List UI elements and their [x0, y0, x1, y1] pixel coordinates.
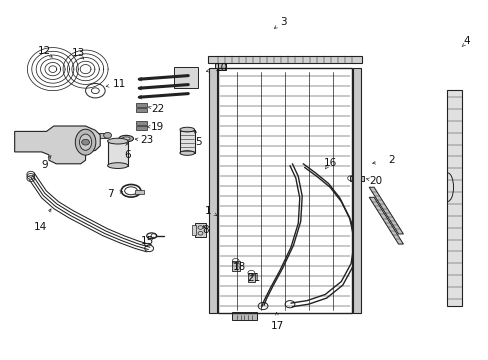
Bar [207, 56, 361, 63]
Polygon shape [368, 187, 403, 234]
Text: 19: 19 [150, 122, 164, 132]
Text: 6: 6 [123, 150, 130, 160]
Text: 23: 23 [140, 135, 153, 145]
Ellipse shape [107, 138, 128, 144]
Text: 21: 21 [247, 273, 261, 283]
Bar [95, 133, 107, 138]
Ellipse shape [180, 151, 194, 156]
Text: 13: 13 [71, 48, 85, 58]
Bar [136, 121, 146, 125]
Bar [107, 141, 128, 166]
Text: 16: 16 [323, 158, 336, 168]
Text: 20: 20 [368, 176, 381, 186]
Bar [232, 312, 256, 320]
Bar [247, 273, 255, 282]
Text: 11: 11 [113, 78, 126, 89]
Bar [191, 225, 195, 235]
Ellipse shape [79, 134, 92, 150]
Ellipse shape [122, 137, 130, 140]
Text: 8: 8 [202, 225, 208, 235]
Text: 9: 9 [41, 159, 48, 170]
Text: 1: 1 [204, 206, 211, 216]
Text: 18: 18 [232, 262, 246, 272]
Text: 12: 12 [37, 46, 51, 56]
Bar [447, 90, 461, 306]
Bar [232, 261, 239, 271]
Circle shape [81, 139, 89, 145]
Text: 22: 22 [150, 104, 164, 114]
Text: 15: 15 [141, 236, 154, 246]
Bar [217, 68, 351, 313]
Bar [352, 68, 360, 313]
Text: 4: 4 [463, 36, 469, 46]
Text: 17: 17 [270, 321, 284, 331]
Bar [136, 103, 146, 107]
Bar [173, 67, 198, 88]
Text: 10: 10 [214, 63, 227, 73]
Bar [136, 108, 146, 112]
Ellipse shape [75, 129, 96, 155]
Ellipse shape [180, 127, 194, 132]
Bar [215, 62, 225, 70]
Bar [194, 223, 206, 237]
Bar [180, 130, 194, 153]
Bar [136, 126, 146, 130]
Polygon shape [15, 126, 100, 164]
Text: 3: 3 [280, 17, 286, 27]
Bar [208, 68, 216, 313]
Ellipse shape [119, 135, 133, 142]
Circle shape [103, 132, 111, 138]
Polygon shape [368, 197, 403, 244]
Text: 14: 14 [33, 222, 47, 232]
Bar [135, 190, 143, 194]
Text: 7: 7 [106, 189, 113, 199]
Text: 2: 2 [387, 155, 394, 165]
Ellipse shape [107, 163, 128, 168]
Text: 5: 5 [194, 137, 201, 147]
Bar [349, 176, 364, 181]
